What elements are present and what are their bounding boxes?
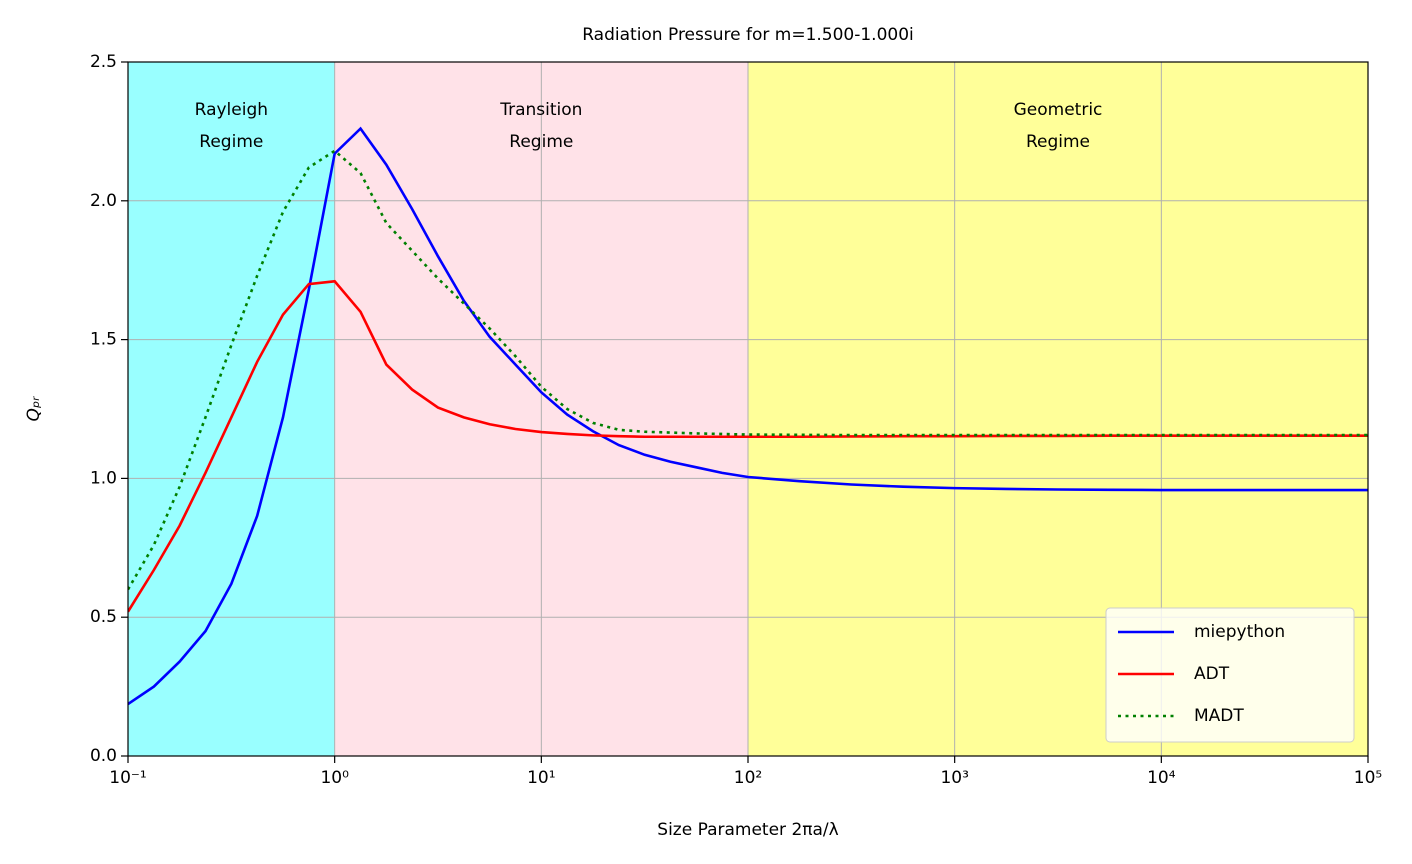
x-tick-label: 10⁵ [1354,768,1382,788]
series-line [128,149,1368,591]
x-tick-label: 10⁻¹ [109,768,146,788]
y-tick-label: 1.0 [90,468,117,488]
x-tick-label: 10⁰ [320,768,349,788]
x-tick-label: 10³ [940,768,968,788]
legend-label: ADT [1194,664,1230,684]
x-tick-label: 10¹ [527,768,555,788]
region-label: Rayleigh Regime [195,100,268,152]
plot-lines [128,126,1368,706]
region [128,62,335,756]
x-tick-label: 10⁴ [1147,768,1176,788]
legend-label: miepython [1194,622,1285,642]
region-label: Geometric Regime [1014,100,1103,152]
legend-label: MADT [1194,706,1244,726]
y-tick-label: 1.5 [90,330,117,350]
y-axis-label: Qₚᵣ [24,396,44,422]
x-tick-label: 10² [734,768,762,788]
chart-title: Radiation Pressure for m=1.500-1.000i [582,25,914,45]
series-line [128,126,1368,706]
y-tick-label: 0.0 [90,746,117,766]
y-tick-label: 2.5 [90,52,117,72]
region-label: Transition Regime [499,100,582,152]
x-axis-label: Size Parameter 2πa/λ [657,820,838,840]
y-tick-label: 0.5 [90,607,117,627]
legend-box [1105,607,1355,743]
y-tick-label: 2.0 [90,191,117,211]
